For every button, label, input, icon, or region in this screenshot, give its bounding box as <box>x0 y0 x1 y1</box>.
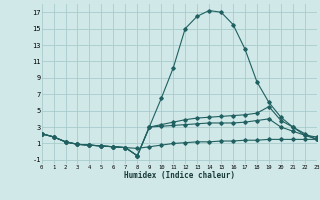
X-axis label: Humidex (Indice chaleur): Humidex (Indice chaleur) <box>124 171 235 180</box>
